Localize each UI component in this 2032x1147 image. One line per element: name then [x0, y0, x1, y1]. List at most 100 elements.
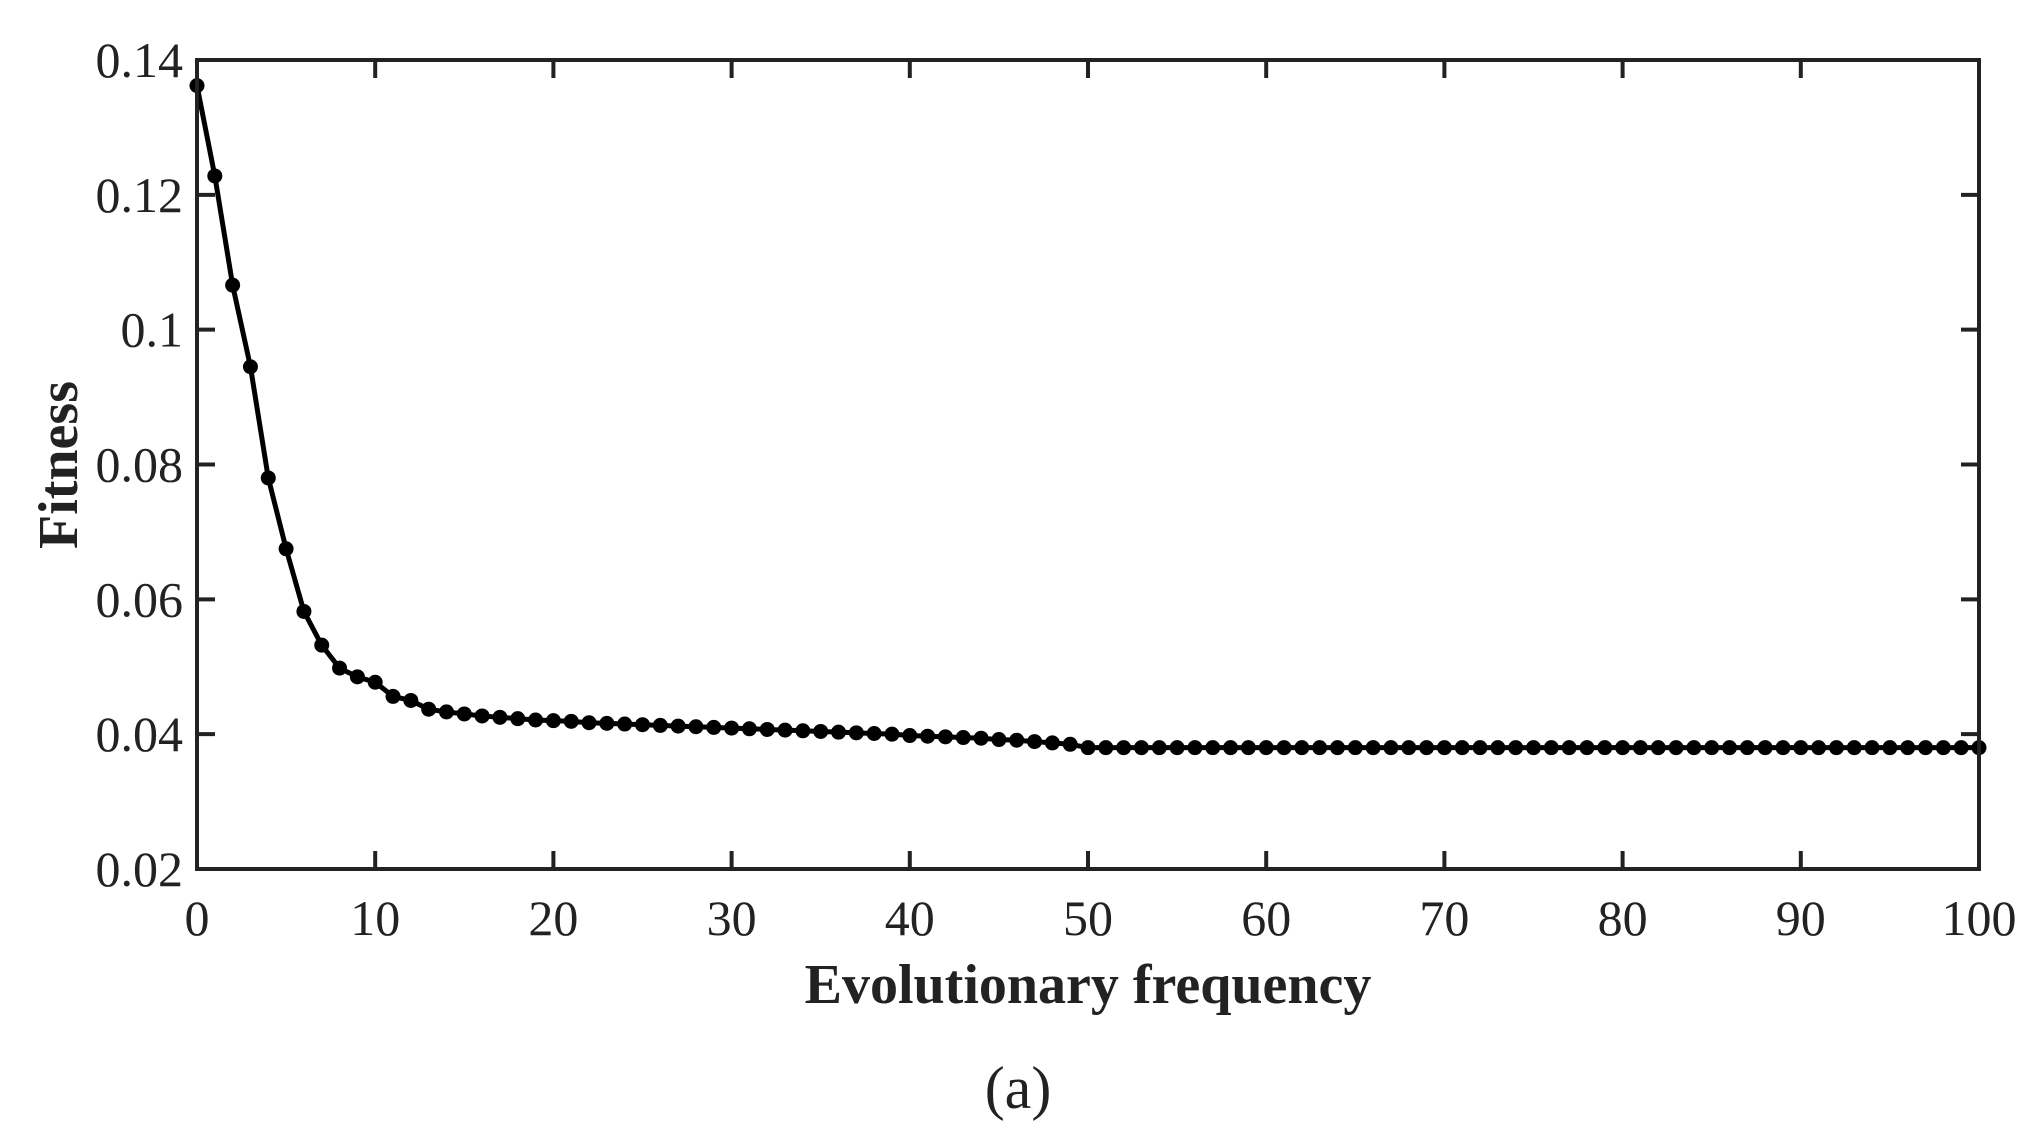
data-point	[1240, 740, 1256, 756]
data-point	[920, 728, 936, 744]
data-point	[1597, 740, 1613, 756]
data-point	[652, 717, 668, 733]
data-point	[1044, 735, 1060, 751]
data-point	[545, 713, 561, 729]
data-point	[1383, 740, 1399, 756]
data-point	[617, 716, 633, 732]
x-tick-label: 30	[707, 890, 757, 946]
data-point	[296, 603, 312, 619]
data-point	[1098, 740, 1114, 756]
data-point	[1900, 740, 1916, 756]
data-point	[278, 541, 294, 557]
fitness-series-points	[189, 78, 1987, 756]
data-point	[1294, 740, 1310, 756]
y-tick-label: 0.14	[96, 32, 184, 88]
data-point	[242, 359, 258, 375]
data-point	[1668, 740, 1684, 756]
data-point	[1686, 740, 1702, 756]
data-point	[635, 717, 650, 733]
data-point	[1454, 740, 1470, 756]
data-point	[581, 715, 597, 731]
data-point	[1169, 740, 1185, 756]
data-point	[528, 712, 544, 728]
data-point	[1365, 740, 1381, 756]
y-tick-label: 0.06	[96, 571, 184, 627]
data-point	[1882, 740, 1898, 756]
data-point	[1918, 740, 1934, 756]
data-point	[1953, 740, 1969, 756]
data-point	[1312, 740, 1328, 756]
data-point	[1722, 740, 1738, 756]
data-point	[1828, 740, 1844, 756]
y-tick-label: 0.08	[96, 437, 184, 493]
panel-label: (a)	[985, 1055, 1052, 1121]
y-axis-title: Fitness	[28, 381, 90, 549]
data-point	[1864, 740, 1880, 756]
data-point	[848, 725, 864, 741]
data-point	[1846, 740, 1862, 756]
data-point	[1793, 740, 1809, 756]
y-tick-labels: 0.02 0.04 0.06 0.08 0.1 0.12 0.14	[96, 32, 184, 897]
x-tick-label: 80	[1598, 890, 1648, 946]
data-point	[1579, 740, 1595, 756]
x-tick-label: 100	[1942, 890, 2017, 946]
data-point	[1526, 740, 1541, 756]
data-point	[724, 720, 740, 736]
data-point	[813, 723, 829, 739]
data-point	[741, 721, 757, 737]
data-point	[1757, 740, 1773, 756]
data-point	[831, 724, 847, 740]
data-point	[1739, 740, 1755, 756]
data-point	[1935, 740, 1951, 756]
data-point	[314, 637, 330, 653]
data-point	[225, 277, 241, 293]
data-point	[973, 730, 989, 746]
data-point	[1133, 740, 1149, 756]
plot-area-background	[197, 60, 1979, 869]
x-tick-label: 90	[1776, 890, 1826, 946]
data-point	[670, 718, 686, 734]
x-tick-label: 70	[1419, 890, 1469, 946]
data-point	[421, 701, 437, 717]
data-point	[474, 708, 490, 724]
data-point	[349, 669, 365, 685]
data-point	[759, 721, 775, 737]
data-point	[1472, 740, 1488, 756]
x-axis-title: Evolutionary frequency	[805, 954, 1372, 1016]
x-tick-label: 20	[528, 890, 578, 946]
y-tick-label: 0.02	[96, 841, 184, 897]
data-point	[866, 725, 882, 741]
data-point	[1027, 734, 1043, 750]
data-point	[777, 722, 793, 738]
data-point	[884, 726, 900, 742]
data-point	[1276, 740, 1292, 756]
data-point	[1704, 740, 1720, 756]
x-tick-label: 40	[885, 890, 935, 946]
x-tick-label: 10	[350, 890, 400, 946]
data-point	[902, 728, 918, 744]
plot-frame	[195, 58, 1981, 871]
data-point	[367, 674, 383, 690]
data-point	[207, 168, 223, 184]
data-point	[991, 732, 1007, 748]
data-point	[456, 706, 472, 722]
data-point	[563, 713, 579, 729]
data-point	[1508, 740, 1524, 756]
data-point	[1490, 740, 1506, 756]
data-point	[1650, 740, 1666, 756]
data-point	[1811, 740, 1827, 756]
data-point	[492, 709, 508, 725]
data-point	[795, 723, 811, 739]
x-tick-label: 60	[1241, 890, 1291, 946]
data-point	[1543, 740, 1559, 756]
y-tick-label: 0.1	[121, 302, 184, 358]
data-point	[1062, 736, 1078, 752]
x-tick-label: 0	[185, 890, 210, 946]
data-point	[1151, 740, 1167, 756]
data-point	[1561, 740, 1577, 756]
data-point	[1258, 740, 1274, 756]
data-point	[1347, 740, 1363, 756]
y-tick-label: 0.12	[96, 167, 184, 223]
data-point	[1080, 740, 1096, 756]
